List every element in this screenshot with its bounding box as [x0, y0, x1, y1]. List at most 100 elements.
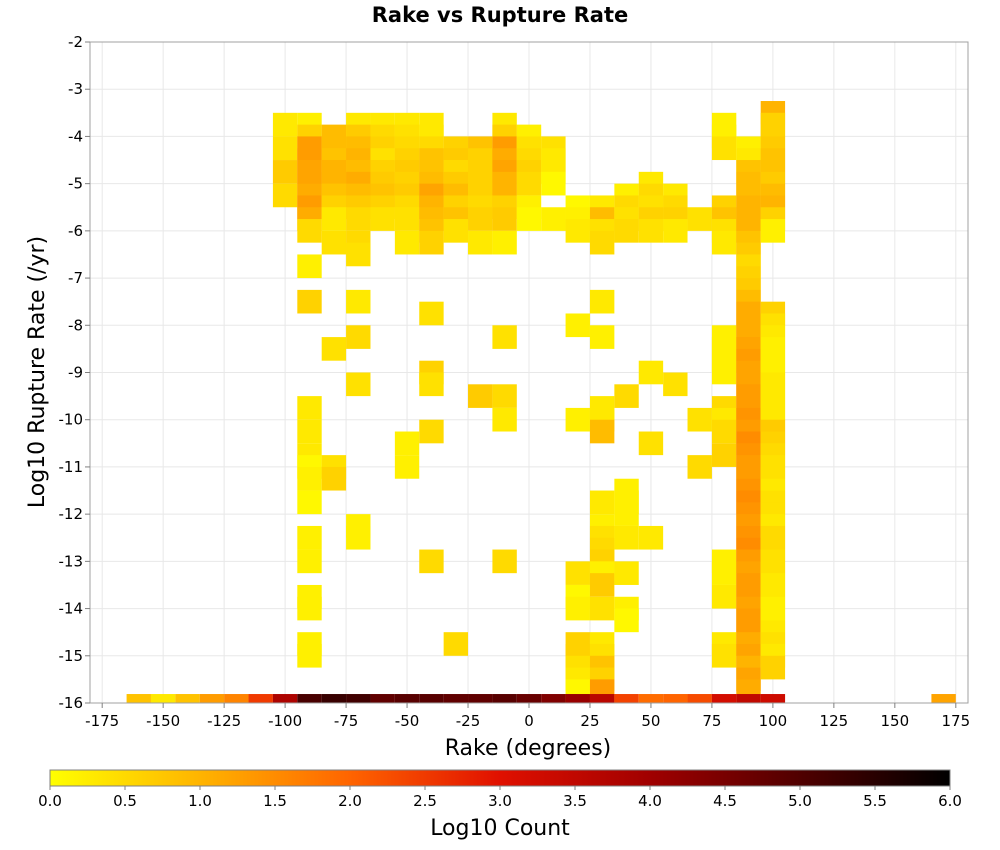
heatmap-cell-bottom-row [931, 694, 956, 703]
heatmap-cell-bottom-row [370, 694, 395, 703]
x-tick-label: 75 [702, 712, 721, 730]
x-tick-label: -75 [334, 712, 359, 730]
heatmap-cell [321, 337, 347, 361]
heatmap-cell [541, 171, 566, 196]
y-tick-label: -10 [59, 411, 84, 429]
x-tick-label: 100 [759, 712, 788, 730]
heatmap-cell-bottom-row [443, 694, 469, 703]
heatmap-cell [346, 325, 371, 349]
heatmap-cell [565, 407, 590, 432]
heatmap-cell [419, 549, 444, 574]
heatmap-cell [297, 289, 322, 314]
y-tick-label: -13 [59, 552, 84, 570]
heatmap-cell-bottom-row [614, 694, 639, 703]
heatmap-cell-bottom-row [687, 694, 712, 703]
heatmap-cell [370, 207, 395, 231]
colorbar-tick-label: 1.5 [263, 792, 287, 810]
heatmap-cell [492, 230, 517, 255]
x-axis-label: Rake (degrees) [445, 736, 612, 761]
y-axis-ticks: -2 -3 -4 -5 -6 -7 -8 -9 -10 -11 -12 -13 -14 -15 -16 [59, 33, 90, 712]
heatmap-cell [419, 372, 444, 397]
colorbar-tick-label: 4.0 [638, 792, 662, 810]
heatmap-cell [565, 596, 590, 621]
heatmap-cell-bottom-row [760, 694, 786, 703]
colorbar-tick-label: 3.0 [488, 792, 512, 810]
heatmap-cell [346, 289, 371, 314]
heatmap-cell [711, 643, 737, 668]
heatmap-cell [297, 419, 322, 444]
heatmap-cell [346, 242, 371, 267]
heatmap-cell [711, 230, 737, 255]
x-tick-label: 150 [881, 712, 910, 730]
x-tick-label: -125 [207, 712, 241, 730]
y-tick-label: -11 [59, 458, 84, 476]
heatmap-cell [614, 219, 639, 243]
heatmap-cell [687, 407, 712, 432]
heatmap-cell-bottom-row [468, 694, 493, 703]
heatmap-cell [443, 219, 469, 243]
y-tick-label: -9 [68, 364, 83, 382]
y-axis-label: Log10 Rupture Rate (/yr) [25, 236, 50, 508]
heatmap-cell [638, 431, 664, 456]
heatmap-cell [297, 549, 322, 574]
heatmap-cell [711, 561, 737, 585]
heatmap-cell [711, 419, 737, 444]
heatmap-cell [614, 561, 639, 585]
colorbar-tick-label: 4.5 [713, 792, 737, 810]
heatmap-cell [297, 490, 322, 515]
heatmap-cell [492, 207, 517, 231]
y-tick-label: -5 [68, 175, 83, 193]
x-tick-label: -100 [268, 712, 302, 730]
heatmap-cell-bottom-row [711, 694, 737, 703]
heatmap-cell [419, 230, 444, 255]
heatmap-cell [346, 207, 371, 231]
heatmap-cell [663, 219, 688, 243]
x-axis-ticks: -175 -150 -125 -100 -75 -50 -25 0 25 50 75 100 125 15… [85, 703, 970, 730]
heatmap-cell [687, 207, 712, 231]
heatmap-cell [492, 325, 517, 349]
heatmap-cell [394, 455, 420, 479]
heatmap-cell [297, 396, 322, 420]
y-tick-label: -7 [68, 269, 83, 287]
y-tick-label: -16 [59, 694, 84, 712]
heatmap-cell [346, 372, 371, 397]
heatmap-cell-bottom-row [565, 694, 590, 703]
heatmap-cell-bottom-row [199, 694, 225, 703]
heatmap-cells [126, 101, 956, 703]
heatmap-cell-bottom-row [297, 694, 322, 703]
heatmap-cell-bottom-row [492, 694, 517, 703]
heatmap-cell [589, 230, 615, 255]
heatmap-cell [565, 561, 590, 585]
heatmap-cell [321, 230, 347, 255]
x-tick-label: 25 [580, 712, 599, 730]
y-tick-label: -2 [68, 33, 83, 51]
heatmap-cell [272, 136, 298, 161]
heatmap-cell-bottom-row [346, 694, 371, 703]
colorbar-tick-label: 3.5 [563, 792, 587, 810]
heatmap-cell [711, 443, 737, 467]
heatmap-cell [272, 183, 298, 208]
heatmap-cell-bottom-row [224, 694, 249, 703]
heatmap-cell [663, 372, 688, 397]
chart-title: Rake vs Rupture Rate [372, 3, 628, 27]
heatmap-cell-bottom-row [638, 694, 664, 703]
colorbar-tick-label: 2.0 [338, 792, 362, 810]
heatmap-cell [468, 384, 493, 408]
heatmap-cell [760, 655, 786, 680]
heatmap-cell-bottom-row [248, 694, 273, 703]
heatmap-cell [638, 219, 664, 243]
heatmap-cell-bottom-row [150, 694, 176, 703]
colorbar-label: Log10 Count [430, 816, 570, 841]
y-tick-label: -12 [59, 505, 84, 523]
x-tick-label: 0 [524, 712, 534, 730]
heatmap-cell [419, 301, 444, 326]
heatmap-cell [297, 596, 322, 621]
x-tick-label: 175 [941, 712, 970, 730]
heatmap-cell [346, 525, 371, 550]
heatmap-cell [589, 573, 615, 597]
heatmap-cell [297, 254, 322, 279]
colorbar-tick-label: 5.5 [863, 792, 887, 810]
heatmap-cell [711, 136, 737, 161]
heatmap-cell [272, 160, 298, 184]
